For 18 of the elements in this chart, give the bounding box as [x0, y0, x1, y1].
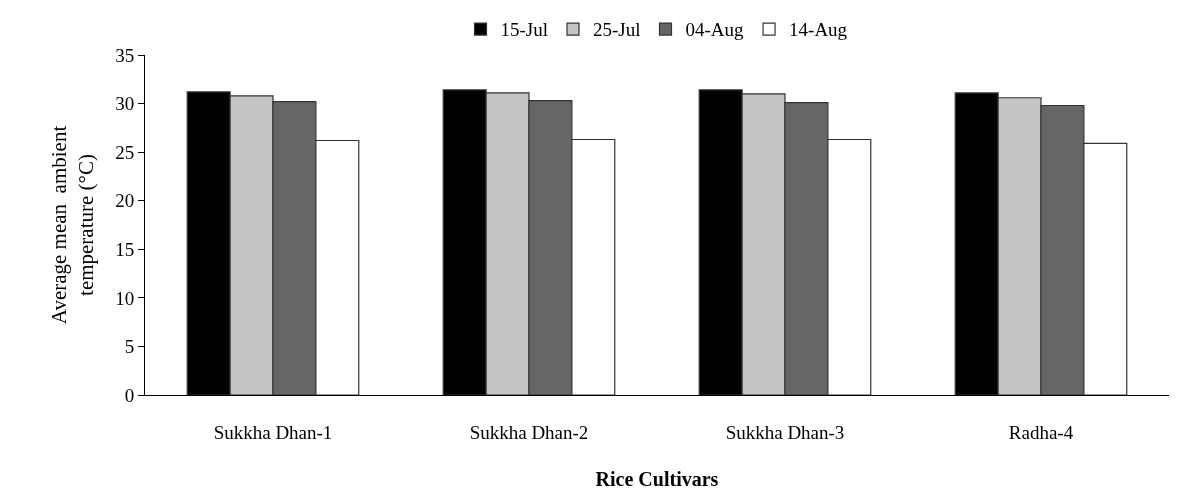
- x-axis-title: Rice Cultivars: [595, 468, 719, 491]
- x-tick-label: Radha-4: [1008, 421, 1074, 443]
- legend-label: 25-Jul: [593, 19, 641, 41]
- x-tick-label: Sukkha Dhan-1: [213, 421, 333, 443]
- x-tick-label: Sukkha Dhan-2: [469, 421, 589, 443]
- legend-label: 14-Aug: [789, 19, 848, 41]
- y-tick-label: 10: [115, 287, 135, 309]
- y-tick-label: 30: [115, 93, 135, 115]
- y-tick-label: 20: [115, 190, 135, 212]
- y-axis-title: Average mean ambient temperature (°C): [47, 125, 99, 325]
- legend-label: 04-Aug: [685, 19, 745, 41]
- x-tick-label: Sukkha Dhan-3: [725, 421, 845, 443]
- y-tick-label: 35: [115, 44, 135, 66]
- y-tick-label: 5: [124, 336, 135, 358]
- legend-label: 15-Jul: [500, 19, 548, 41]
- y-tick-label: 0: [124, 384, 135, 406]
- y-tick-label: 25: [115, 141, 135, 163]
- y-tick-label: 15: [115, 238, 135, 260]
